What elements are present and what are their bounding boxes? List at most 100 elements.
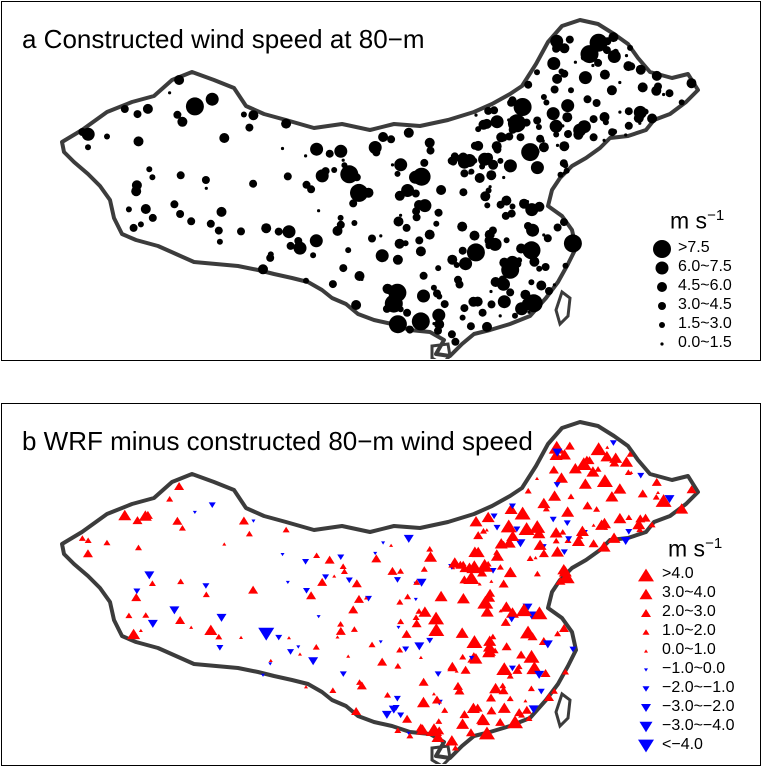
- station-marker-b: [245, 530, 253, 537]
- station-marker-b: [537, 688, 545, 695]
- station-marker-a: [120, 105, 129, 113]
- legend-a-rows: >7.5 6.0~7.5 4.5~6.0 3.0~4.5 1.5~3.0 0.0~1.5: [650, 239, 732, 353]
- station-marker-b: [497, 702, 511, 713]
- station-marker-b: [389, 543, 394, 547]
- legend-b-row: −1.0~0.0: [634, 660, 735, 679]
- station-marker-a: [185, 97, 204, 116]
- station-marker-a: [530, 161, 544, 175]
- station-marker-b: [434, 671, 442, 677]
- legend-b-row: 1.0~2.0: [634, 622, 735, 641]
- station-marker-a: [459, 314, 466, 321]
- legend-b-symbol: [634, 641, 658, 660]
- station-marker-b: [329, 687, 337, 693]
- station-marker-b: [316, 615, 321, 619]
- station-marker-b: [415, 608, 423, 614]
- station-marker-a: [325, 149, 334, 158]
- station-marker-b: [469, 515, 483, 527]
- station-marker-b: [523, 649, 540, 663]
- station-marker-a: [337, 214, 344, 221]
- station-marker-b: [515, 539, 526, 548]
- station-marker-b: [552, 448, 563, 457]
- station-marker-b: [594, 466, 602, 472]
- legend-b-label: 0.0~1.0: [662, 641, 716, 659]
- station-marker-a: [547, 57, 561, 70]
- station-marker-b: [377, 657, 388, 666]
- station-marker-b: [637, 489, 648, 498]
- station-marker-b: [553, 482, 561, 488]
- station-marker-a: [412, 172, 421, 181]
- station-marker-b: [406, 731, 411, 735]
- station-marker-b: [504, 503, 518, 514]
- station-marker-b: [280, 552, 285, 557]
- station-marker-b: [172, 516, 183, 525]
- legend-b-row: 0.0~1.0: [634, 641, 735, 660]
- station-marker-b: [484, 528, 489, 532]
- legend-b-label: −3.0~−2.0: [662, 698, 735, 716]
- legend-b-label: −2.0~−1.0: [662, 679, 735, 697]
- station-marker-a: [486, 170, 497, 181]
- station-marker-b: [396, 646, 404, 653]
- station-marker-a: [573, 60, 578, 64]
- station-marker-a: [402, 223, 411, 232]
- station-marker-b: [506, 695, 514, 702]
- station-marker-a: [535, 124, 542, 130]
- station-marker-a: [589, 115, 598, 124]
- station-marker-a: [589, 133, 598, 142]
- legend-b-row: >4.0: [634, 565, 735, 584]
- station-marker-b: [513, 526, 521, 533]
- station-marker-a: [349, 199, 358, 208]
- station-marker-a: [354, 271, 365, 281]
- map-b-china-stations: [60, 420, 700, 764]
- station-marker-b: [454, 686, 465, 695]
- station-marker-a: [303, 277, 309, 284]
- station-marker-b: [420, 566, 428, 572]
- station-marker-a: [543, 234, 552, 243]
- station-marker-a: [352, 173, 361, 182]
- station-marker-b: [480, 606, 494, 617]
- station-marker-a: [489, 289, 493, 294]
- station-marker-a: [362, 187, 370, 196]
- station-marker-b: [174, 482, 185, 491]
- station-marker-b: [202, 591, 210, 598]
- station-marker-a: [662, 92, 666, 97]
- station-marker-a: [546, 107, 560, 121]
- station-marker-b: [381, 541, 386, 545]
- station-marker-b: [648, 521, 656, 528]
- station-marker-a: [602, 138, 606, 142]
- station-marker-a: [522, 118, 531, 127]
- station-marker-a: [651, 85, 662, 96]
- station-marker-b: [282, 526, 290, 533]
- station-marker-a: [635, 64, 646, 75]
- station-marker-a: [503, 159, 517, 173]
- station-marker-a: [611, 128, 618, 135]
- station-marker-a: [433, 220, 440, 227]
- station-marker-a: [565, 35, 574, 44]
- station-marker-a: [177, 116, 188, 127]
- station-marker-b: [337, 554, 345, 561]
- station-marker-a: [562, 112, 573, 123]
- station-marker-b: [567, 493, 575, 500]
- station-marker-a: [173, 110, 182, 119]
- station-marker-a: [484, 235, 495, 246]
- station-marker-a: [583, 95, 592, 104]
- station-marker-a: [592, 99, 601, 107]
- station-marker-a: [552, 73, 563, 84]
- station-marker-b: [620, 456, 634, 467]
- station-marker-b: [371, 554, 382, 563]
- station-marker-a: [170, 200, 179, 209]
- station-marker-a: [534, 201, 545, 212]
- station-marker-a: [602, 46, 611, 55]
- station-marker-b: [125, 612, 133, 619]
- station-marker-a: [341, 158, 345, 162]
- station-marker-a: [555, 143, 560, 147]
- station-marker-a: [568, 87, 574, 94]
- station-marker-b: [356, 681, 367, 690]
- station-marker-b: [364, 596, 369, 600]
- station-marker-a: [541, 263, 550, 271]
- station-marker-b: [607, 532, 621, 543]
- station-marker-b: [507, 715, 524, 729]
- station-marker-b: [285, 580, 290, 585]
- station-marker-a: [133, 110, 142, 119]
- station-marker-a: [497, 157, 504, 164]
- legend-b-row: −2.0~−1.0: [634, 679, 735, 698]
